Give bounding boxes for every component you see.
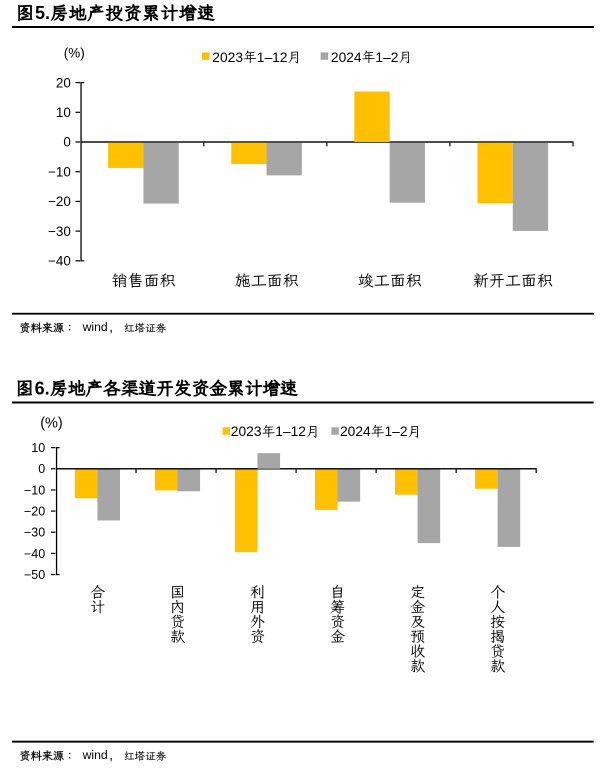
- svg-text:(%): (%): [40, 416, 63, 432]
- svg-text:wind: wind: [82, 748, 108, 762]
- svg-text:1–2: 1–2: [375, 50, 398, 65]
- svg-text:−10: −10: [48, 164, 71, 179]
- svg-text:wind: wind: [82, 320, 108, 334]
- svg-text:−30: −30: [24, 526, 45, 540]
- svg-text:2024: 2024: [331, 50, 362, 65]
- svg-text:,: ,: [109, 748, 113, 763]
- svg-text:0: 0: [38, 462, 45, 476]
- svg-text:−20: −20: [48, 194, 71, 209]
- svg-text:0: 0: [63, 135, 70, 150]
- svg-text:1–2: 1–2: [384, 424, 407, 439]
- svg-text:−40: −40: [24, 547, 45, 561]
- svg-text:2023: 2023: [231, 424, 262, 439]
- svg-text:−50: −50: [24, 568, 45, 582]
- svg-text:2024: 2024: [340, 424, 371, 439]
- svg-text:(%): (%): [64, 45, 85, 60]
- svg-text:10: 10: [31, 441, 45, 455]
- svg-text:1–12: 1–12: [275, 424, 306, 439]
- svg-text:−30: −30: [48, 224, 71, 239]
- svg-text:2023: 2023: [212, 50, 243, 65]
- svg-text:5.: 5.: [35, 3, 50, 23]
- svg-text:1–12: 1–12: [257, 50, 288, 65]
- svg-text:10: 10: [56, 105, 71, 120]
- svg-text:−40: −40: [48, 254, 71, 269]
- svg-text:20: 20: [56, 75, 71, 90]
- svg-text:−10: −10: [24, 483, 45, 497]
- svg-text:,: ,: [109, 320, 113, 335]
- svg-text:6.: 6.: [35, 379, 50, 399]
- svg-text:−20: −20: [24, 505, 45, 519]
